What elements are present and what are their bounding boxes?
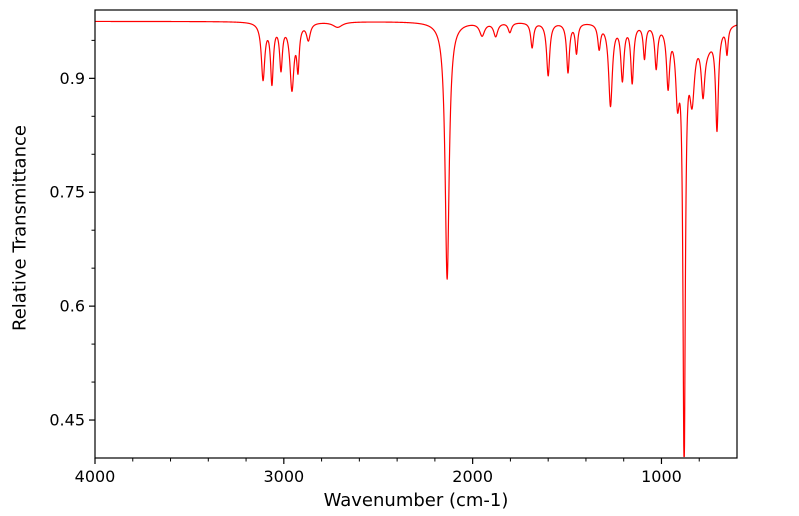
x-tick-label: 2000 — [452, 467, 493, 486]
y-tick-label: 0.6 — [60, 297, 85, 316]
x-tick-label: 4000 — [75, 467, 116, 486]
x-axis-label: Wavenumber (cm-1) — [323, 490, 509, 511]
y-tick-label: 0.9 — [60, 69, 85, 88]
y-axis-label: Relative Transmittance — [9, 125, 31, 331]
spectrum-line — [94, 20, 738, 458]
x-tick-label: 3000 — [263, 467, 304, 486]
plot-frame — [94, 9, 738, 459]
x-tick-label: 1000 — [641, 467, 682, 486]
y-tick-label: 0.45 — [49, 411, 85, 430]
y-tick-label: 0.75 — [49, 183, 85, 202]
